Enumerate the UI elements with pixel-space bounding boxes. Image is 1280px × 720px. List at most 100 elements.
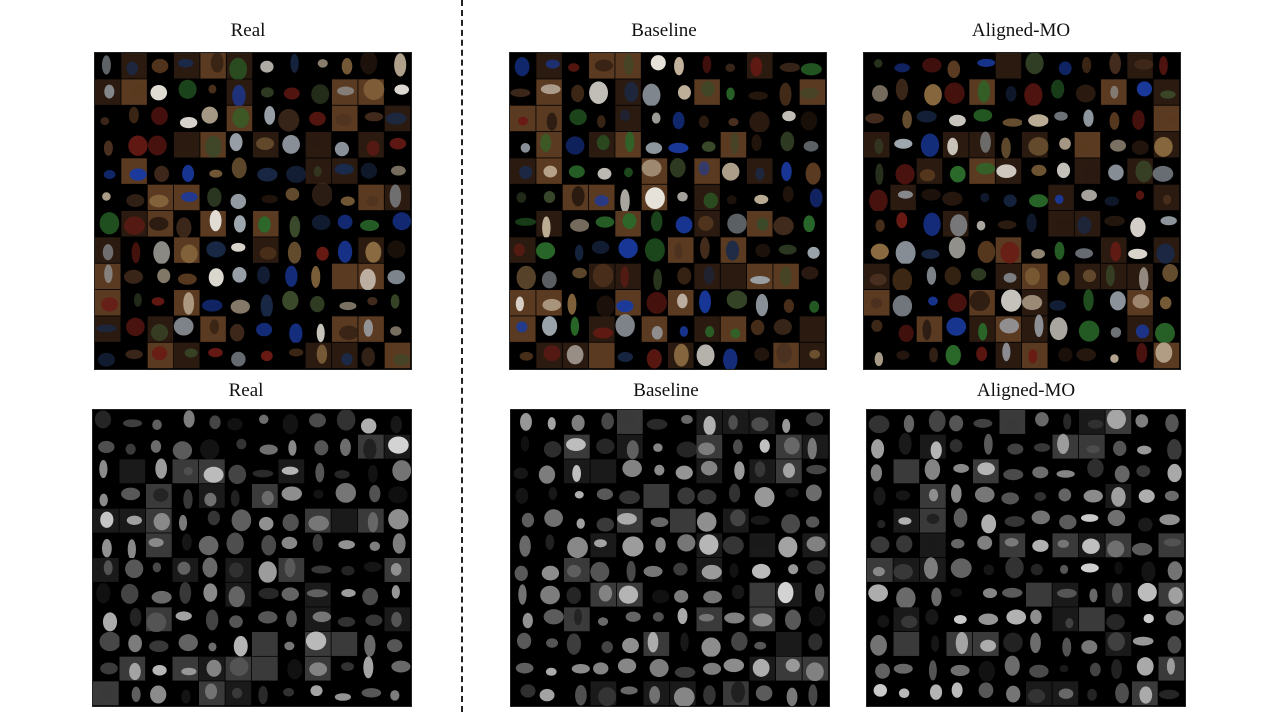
sample-tile xyxy=(946,459,973,484)
sample-tile xyxy=(670,533,696,558)
sample-tile xyxy=(174,263,200,290)
sample-tile xyxy=(1048,105,1074,132)
sample-tile xyxy=(305,290,332,316)
sample-tile xyxy=(1101,132,1127,158)
sample-tile xyxy=(942,184,969,211)
sample-tile xyxy=(173,316,200,342)
sample-tile xyxy=(916,342,943,369)
sample-tile xyxy=(999,410,1026,434)
sample-tile xyxy=(893,656,920,681)
sample-tile xyxy=(226,132,253,158)
sample-tile xyxy=(384,79,411,105)
sample-tile xyxy=(331,558,358,582)
sample-tile xyxy=(969,263,995,290)
sample-tile xyxy=(776,459,802,484)
sample-tile xyxy=(146,656,172,681)
sample-tile xyxy=(802,656,829,682)
sample-tile xyxy=(93,558,119,582)
sample-tile xyxy=(279,263,305,290)
sample-tile xyxy=(802,606,829,632)
sample-tile xyxy=(723,631,749,656)
sample-tile xyxy=(200,290,226,316)
sample-tile xyxy=(1158,508,1185,533)
sample-tile xyxy=(564,582,590,607)
sample-tile xyxy=(253,184,279,211)
sample-tile xyxy=(121,263,147,290)
sample-tile xyxy=(1074,184,1101,211)
sample-tile xyxy=(305,158,332,184)
sample-tile xyxy=(720,237,747,263)
sample-tile xyxy=(893,410,920,434)
sample-tile xyxy=(799,132,826,158)
sample-tile xyxy=(332,342,358,369)
sample-tile xyxy=(776,434,802,459)
sample-tile xyxy=(916,158,943,184)
sample-tile xyxy=(358,316,384,342)
sample-tile xyxy=(617,410,643,434)
sample-tile xyxy=(305,105,332,132)
sample-tile xyxy=(867,410,893,434)
sample-tile xyxy=(146,632,172,656)
sample-tile xyxy=(1127,316,1153,342)
sample-tile xyxy=(510,290,536,316)
sample-tile xyxy=(358,533,384,558)
sample-tile xyxy=(279,237,305,264)
sample-tile xyxy=(1074,211,1101,237)
sample-tile xyxy=(920,557,946,582)
sample-tile xyxy=(510,105,536,132)
sample-tile xyxy=(589,53,615,79)
sample-tile xyxy=(920,607,946,632)
sample-tile xyxy=(1132,484,1158,508)
sample-tile xyxy=(969,316,995,342)
sample-tile xyxy=(749,558,776,582)
sample-tile xyxy=(802,558,829,582)
sample-tile xyxy=(147,342,174,369)
sample-tile xyxy=(946,484,973,508)
sample-tile xyxy=(1132,558,1158,582)
sample-tile xyxy=(1153,290,1180,316)
sample-tile xyxy=(146,607,172,633)
sample-tile xyxy=(358,656,384,681)
sample-tile xyxy=(225,558,252,582)
sample-tile xyxy=(1153,79,1180,105)
sample-tile xyxy=(305,631,331,656)
sample-tile xyxy=(119,582,146,607)
sample-tile xyxy=(1048,290,1074,316)
sample-tile xyxy=(93,508,119,533)
sample-tile xyxy=(747,158,773,184)
sample-tile xyxy=(252,508,278,533)
sample-tile xyxy=(278,558,305,582)
sample-tile xyxy=(252,656,278,681)
sample-tile xyxy=(384,105,411,132)
sample-tile xyxy=(226,316,253,342)
sample-tile xyxy=(1074,342,1101,369)
sample-tile xyxy=(536,105,562,132)
sample-tile xyxy=(93,582,119,607)
sample-tile xyxy=(1074,237,1101,263)
sample-tile xyxy=(536,342,562,369)
sample-tile xyxy=(749,508,776,533)
sample-tile xyxy=(1101,53,1127,79)
sample-tile xyxy=(510,342,536,369)
sample-tile xyxy=(773,342,799,369)
sample-tile xyxy=(1101,237,1127,263)
sample-tile xyxy=(511,508,537,533)
sample-tile xyxy=(615,105,641,132)
sample-tile xyxy=(890,316,916,342)
sample-tile xyxy=(253,263,279,290)
sample-tile xyxy=(773,290,799,316)
sample-tile xyxy=(802,459,829,484)
sample-tile xyxy=(510,211,537,237)
sample-tile xyxy=(867,632,893,656)
sample-tile xyxy=(893,533,920,558)
sample-tile xyxy=(121,290,147,316)
sample-tile xyxy=(1101,158,1127,184)
sample-tile xyxy=(511,656,537,681)
sample-tile xyxy=(946,607,973,632)
sample-tile xyxy=(225,484,252,508)
sample-tile xyxy=(200,210,226,237)
sample-tile xyxy=(358,410,384,434)
sample-tile xyxy=(589,132,615,158)
sample-tile xyxy=(253,237,279,263)
sample-tile xyxy=(146,508,172,533)
